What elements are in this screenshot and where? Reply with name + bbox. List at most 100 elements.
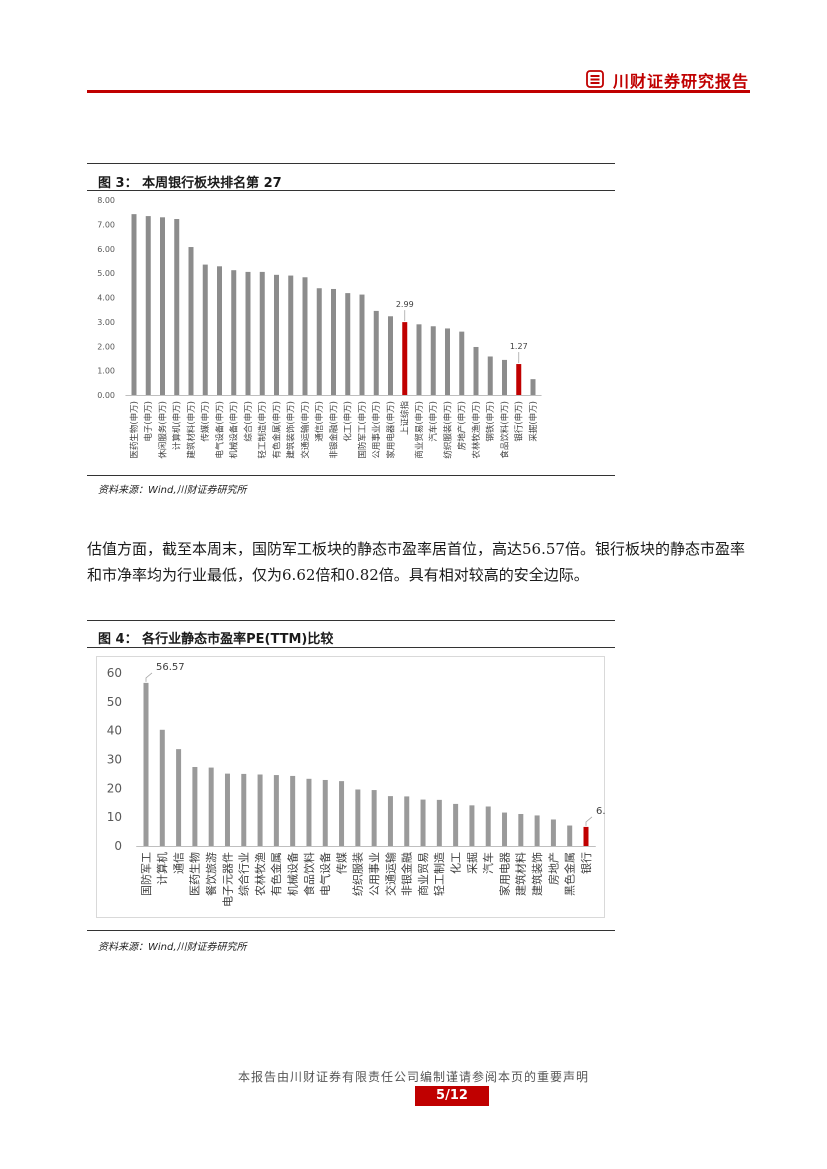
category-label: 电子元器件: [221, 852, 234, 907]
bar: [436, 799, 442, 846]
bar: [231, 270, 237, 395]
body-paragraph: 估值方面，截至本周末，国防军工板块的静态市盈率居首位，高达56.57倍。银行板块…: [87, 536, 752, 588]
data-label: 1.27: [510, 342, 528, 351]
data-label-leader: [585, 816, 593, 826]
category-label: 通信(申万): [314, 401, 325, 442]
bar: [534, 815, 540, 846]
category-label: 建筑材料: [514, 852, 528, 896]
bar: [288, 275, 294, 395]
bar: [339, 781, 345, 846]
category-label: 家用电器: [497, 852, 511, 896]
category-label: 机械设备: [286, 852, 300, 896]
category-label: 有色金属(申万): [271, 401, 282, 459]
category-label: 汽车: [481, 852, 495, 874]
category-label: 建筑装饰(申万): [286, 401, 297, 459]
bar: [345, 293, 351, 395]
figure4-top-rule: [87, 620, 615, 621]
figure3-title-rule: [87, 190, 615, 191]
category-label: 有色金属: [269, 852, 283, 896]
bar: [259, 271, 265, 395]
bar: [176, 749, 182, 846]
bar: [316, 288, 322, 395]
y-tick-label: 1.00: [97, 367, 115, 376]
category-label: 计算机(申万): [172, 401, 183, 450]
bar: [469, 805, 475, 846]
y-tick-label: 40: [107, 724, 122, 738]
category-label: 传媒(申万): [200, 401, 211, 442]
bar: [202, 264, 208, 395]
category-label: 医药生物(申万): [129, 401, 140, 459]
y-tick-label: 20: [107, 781, 122, 795]
category-label: 综合(申万): [243, 401, 254, 442]
bar: [224, 773, 230, 846]
report-header-title: 川财证券研究报告: [613, 72, 750, 91]
bar: [502, 812, 508, 846]
bar: [174, 219, 180, 395]
bar: [502, 359, 507, 395]
category-label: 非银金融(申万): [328, 401, 339, 459]
y-tick-label: 30: [107, 753, 122, 767]
category-label: 纺织服装(申万): [442, 401, 453, 459]
y-tick-label: 2.00: [97, 342, 115, 351]
category-label: 机械设备(申万): [229, 401, 240, 459]
bar: [583, 826, 589, 846]
bar: [453, 803, 459, 846]
figure4-title: 图 4： 各行业静态市盈率PE(TTM)比较: [98, 632, 334, 647]
data-label: 56.57: [156, 662, 185, 673]
bar: [192, 766, 198, 846]
figure4-bar-chart: 0 10 20 30 40 50 60 国防军工 56.57 计算机 通信 医药生物 餐饮旅游 电子元器件…: [96, 656, 605, 918]
bar: [322, 779, 328, 846]
category-label: 采掘: [465, 852, 479, 874]
bar: [530, 379, 536, 395]
y-tick-label: 50: [107, 695, 122, 709]
category-label: 交通运输: [383, 852, 397, 896]
y-tick-label: 0.00: [97, 391, 115, 400]
category-label: 黑色金属: [563, 852, 577, 896]
figure3-bottom-rule: [87, 475, 615, 476]
bar: [430, 326, 436, 395]
bar: [302, 277, 308, 395]
category-label: 家用电器(申万): [385, 401, 396, 459]
y-tick-label: 3.00: [97, 318, 115, 327]
bar: [518, 813, 524, 846]
category-label: 房地产: [546, 852, 560, 885]
bar: [459, 331, 465, 395]
y-tick-label: 4.00: [97, 294, 115, 303]
bar: [404, 796, 410, 846]
data-label-leader: [145, 672, 153, 682]
bar: [567, 825, 573, 846]
figure3-bar-chart: 0.00 1.00 2.00 3.00 4.00 5.00 6.00 7.00 8.00 医药生物…: [97, 196, 542, 459]
bar: [306, 778, 312, 846]
bar: [516, 364, 522, 395]
bar: [359, 294, 365, 395]
bar: [445, 328, 450, 395]
bar: [371, 790, 377, 846]
category-label: 农林牧渔(申万): [471, 401, 482, 459]
figure4-bottom-rule: [87, 930, 615, 931]
category-label: 通信: [172, 852, 185, 874]
bar: [355, 789, 361, 846]
category-label: 非银金融: [400, 852, 414, 896]
company-logo-icon: [586, 70, 604, 88]
bar: [257, 774, 263, 846]
category-label: 纺织服装: [351, 852, 365, 896]
bar: [274, 274, 279, 395]
category-label: 化工(申万): [343, 401, 354, 442]
category-label: 食品饮料: [302, 852, 316, 896]
bar: [485, 806, 491, 846]
y-tick-label: 10: [107, 810, 122, 824]
bar: [217, 266, 222, 395]
category-label: 综合行业: [237, 852, 251, 896]
figure3-title: 图 3： 本周银行板块排名第 27: [98, 176, 282, 191]
page-number: 5/12: [415, 1086, 489, 1106]
category-label: 国防军工(申万): [357, 401, 368, 459]
category-label: 建筑装饰: [530, 852, 544, 896]
data-label: 2.99: [396, 300, 414, 309]
category-label: 汽车(申万): [428, 401, 439, 442]
bar: [208, 767, 214, 846]
bar: [143, 682, 149, 846]
bar: [273, 775, 279, 846]
category-label: 建筑材料(申万): [186, 401, 197, 459]
category-label: 轻工制造(申万): [257, 401, 268, 459]
category-label: 采掘(申万): [528, 401, 539, 442]
